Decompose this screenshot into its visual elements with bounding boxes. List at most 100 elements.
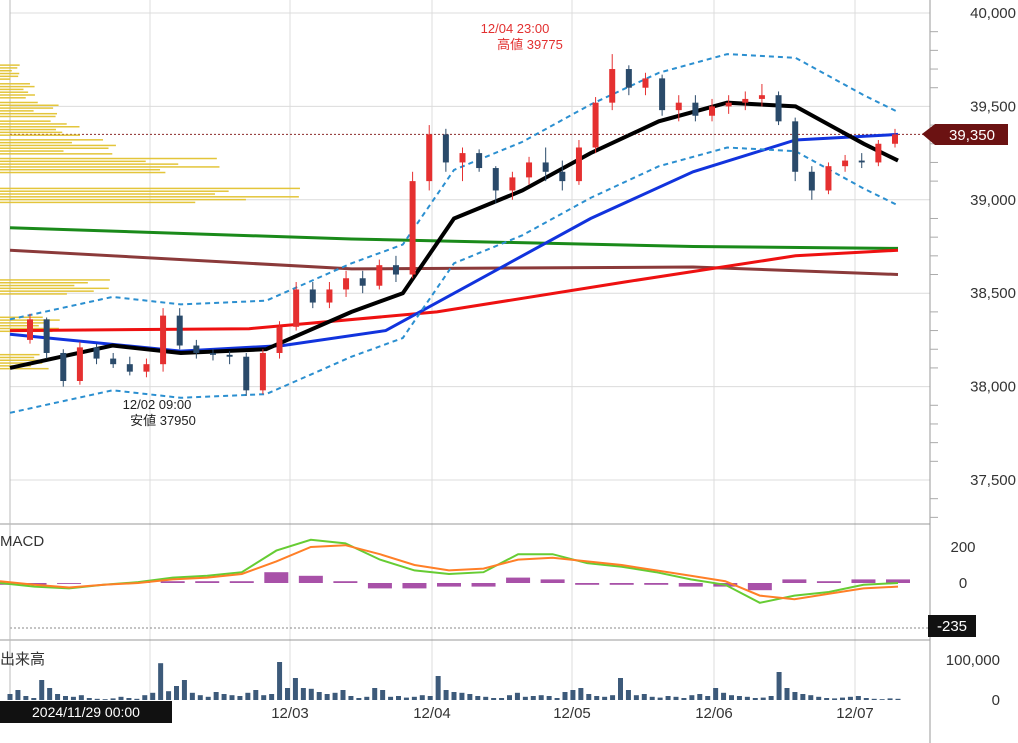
ma-brown-line	[9, 248, 899, 276]
profile-bar	[0, 78, 11, 80]
volume-bar	[78, 695, 84, 700]
candle-body	[459, 153, 466, 163]
macd-min-label: -235	[937, 618, 967, 635]
volume-bar	[840, 697, 845, 700]
candle-body	[642, 78, 649, 88]
price-tick-label: 37,500	[970, 472, 1016, 489]
volume-bar	[189, 692, 195, 700]
volume-bar	[784, 688, 790, 700]
volume-bar	[419, 695, 425, 700]
profile-bar	[0, 168, 161, 171]
low-time-annotation: 12/02 09:00	[123, 397, 192, 412]
macd-histogram-bar	[575, 583, 600, 585]
volume-bar	[435, 676, 441, 700]
volume-bar	[721, 692, 727, 700]
profile-bar	[0, 284, 75, 287]
candle-body	[559, 171, 566, 182]
volume-bar	[253, 690, 259, 700]
candle-body	[43, 319, 50, 353]
volume-bar	[292, 678, 298, 700]
grid	[0, 0, 938, 743]
profile-bar	[0, 126, 80, 128]
candle-body	[343, 278, 350, 290]
macd-tick-label: 0	[959, 575, 967, 592]
volume-bar	[729, 695, 734, 700]
profile-bar	[0, 287, 109, 290]
ma-red-line	[9, 248, 899, 333]
price-tick-label: 38,500	[970, 285, 1016, 302]
volume-bar	[879, 699, 885, 700]
profile-bar	[0, 75, 19, 78]
date-tick-label: 12/07	[836, 705, 874, 722]
volume-bar	[403, 697, 409, 700]
candle-body	[725, 102, 732, 107]
volume-bar	[847, 696, 853, 700]
moving-average-lines	[9, 53, 899, 414]
volume-bar	[396, 696, 401, 700]
ma-blue-line	[9, 132, 899, 353]
profile-bar	[0, 67, 18, 69]
high-time-annotation: 12/04 23:00	[481, 21, 550, 36]
volume-bar	[55, 694, 61, 700]
volume-bar	[380, 690, 386, 700]
volume-bar	[197, 695, 203, 700]
volume-bar	[570, 690, 576, 700]
candle-body	[160, 315, 167, 365]
volume-bar	[181, 680, 187, 700]
candle-body	[892, 134, 898, 144]
price-tick-label: 39,500	[970, 98, 1016, 115]
profile-bar	[0, 85, 35, 88]
candle-body	[592, 102, 599, 148]
candlesticks	[27, 54, 898, 396]
volume-bar	[459, 692, 465, 700]
profile-bar	[0, 353, 40, 356]
volume-bar	[586, 694, 592, 700]
profile-bar	[0, 198, 246, 201]
volume-bar	[768, 696, 774, 700]
macd-signal-line	[0, 544, 899, 601]
profile-bar	[0, 128, 56, 131]
volume-bar	[760, 697, 766, 700]
volume-bar	[118, 696, 124, 700]
candle-body	[775, 95, 782, 122]
profile-bar	[0, 141, 72, 144]
volume-bar	[705, 696, 711, 700]
volume-bar	[895, 698, 901, 700]
profile-bar	[0, 322, 50, 324]
volume-bar	[736, 696, 742, 700]
candle-body	[842, 160, 849, 167]
volume-bar	[269, 694, 275, 700]
candle-body	[359, 278, 366, 286]
volume-bar	[752, 698, 758, 700]
volume-bar	[47, 688, 53, 700]
candle-body	[126, 364, 133, 372]
macd-histogram-bar	[851, 579, 876, 583]
macd-histogram-bar	[644, 583, 669, 585]
profile-bar	[0, 104, 59, 107]
candle-body	[376, 265, 383, 286]
candle-body	[409, 181, 416, 275]
volume-bar	[15, 690, 21, 700]
volume-bar	[483, 696, 489, 700]
profile-bar	[0, 69, 12, 72]
volume-bar	[665, 696, 671, 700]
volume-bar	[649, 696, 655, 700]
volume-bar	[308, 688, 314, 700]
current-price-label: 39,350	[949, 127, 995, 144]
profile-bar	[0, 110, 34, 112]
volume-bar	[538, 695, 544, 700]
candle-body	[193, 345, 200, 353]
candle-body	[609, 69, 616, 103]
candle-body	[675, 102, 682, 111]
profile-bar	[0, 153, 113, 155]
macd-tick-label: 200	[950, 539, 975, 556]
profile-bar	[0, 190, 229, 192]
volume-bar	[356, 698, 362, 700]
macd-title: MACD	[0, 533, 44, 550]
macd-histogram-bar	[678, 583, 703, 587]
candle-body	[625, 69, 632, 88]
volume-bar	[475, 696, 481, 700]
candle-body	[709, 106, 716, 116]
profile-bar	[0, 139, 104, 141]
profile-bar	[0, 97, 26, 99]
